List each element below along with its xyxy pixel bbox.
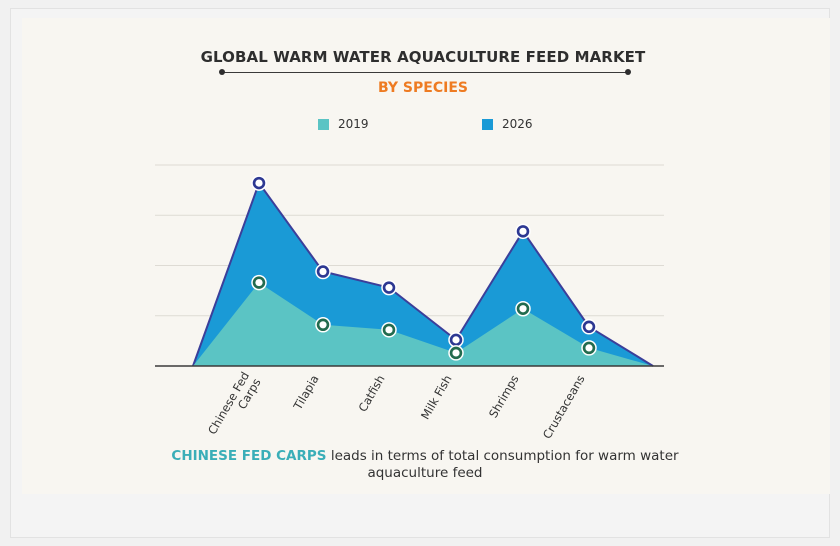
point-2026-inner xyxy=(452,336,460,344)
x-tick-label: Crustaceans xyxy=(540,373,588,442)
legend-item-2019: 2019 xyxy=(318,117,369,131)
chart-subtitle: BY SPECIES xyxy=(378,80,468,96)
point-2019-inner xyxy=(452,349,460,357)
x-tick-label: Tilapia xyxy=(290,373,321,413)
point-2026-inner xyxy=(319,267,327,276)
point-2019-inner xyxy=(585,344,593,352)
caption-highlight: CHINESE FED CARPS xyxy=(171,448,327,464)
line-2026 xyxy=(192,182,654,367)
caption-text: leads in terms of total consumption for … xyxy=(326,448,679,481)
point-2019-inner xyxy=(519,305,527,313)
point-2019-inner xyxy=(255,278,263,287)
infographic-panel xyxy=(22,18,830,494)
area-2019 xyxy=(193,282,653,366)
chart-title: GLOBAL WARM WATER AQUACULTURE FEED MARKE… xyxy=(200,48,646,66)
point-2026-inner xyxy=(519,227,527,235)
title-rule-dot-left xyxy=(219,69,225,75)
legend-item-2026: 2026 xyxy=(482,117,533,131)
x-tick-label: Shrimps xyxy=(486,373,522,421)
legend-label-2019: 2019 xyxy=(338,117,369,131)
legend-label-2026: 2026 xyxy=(502,117,533,131)
legend-swatch-2019 xyxy=(318,118,329,130)
legend-swatch-2026 xyxy=(482,118,493,130)
chart-caption: CHINESE FED CARPS leads in terms of tota… xyxy=(150,448,700,482)
title-rule-dot-right xyxy=(625,69,631,75)
point-2019-inner xyxy=(385,326,393,334)
point-2026-inner xyxy=(385,284,393,292)
x-tick-label: Chinese FedCarps xyxy=(205,369,264,443)
x-tick-label: Milk Fish xyxy=(418,373,455,422)
x-tick-label: Catfish xyxy=(355,373,387,415)
point-2026-inner xyxy=(585,323,593,331)
point-2019-inner xyxy=(319,321,327,329)
point-2026-inner xyxy=(255,179,263,187)
title-rule xyxy=(222,72,628,73)
